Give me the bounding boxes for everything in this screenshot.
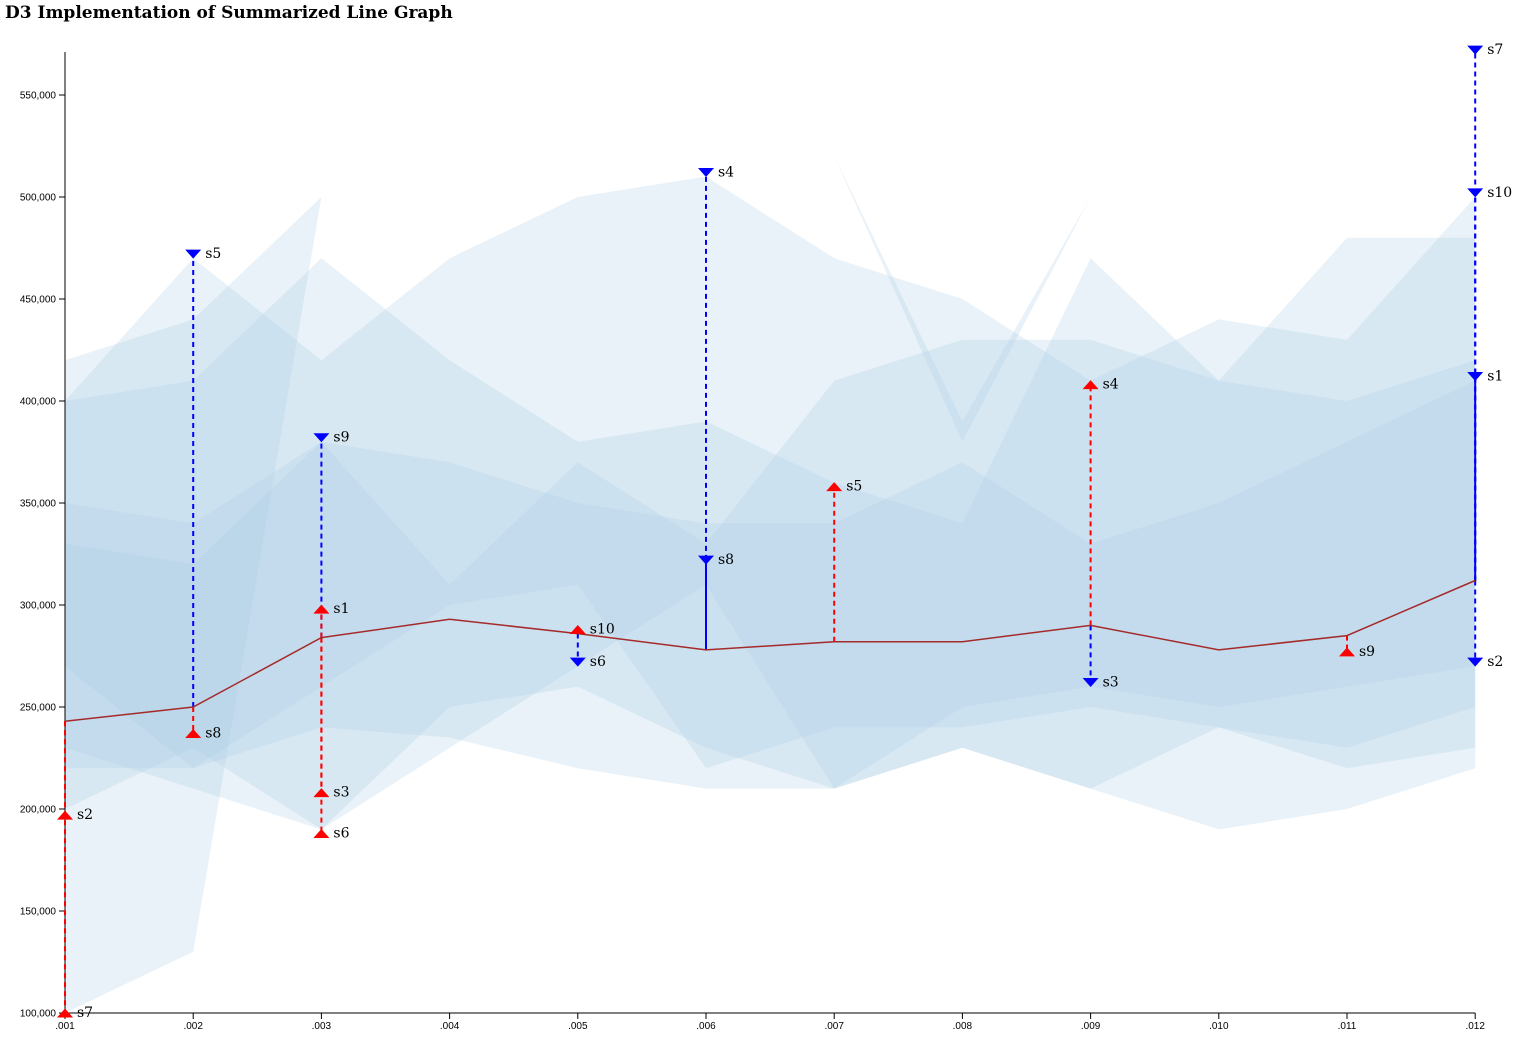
band-5 bbox=[65, 380, 1476, 769]
marker-label: s7 bbox=[1487, 42, 1503, 58]
marker-label: s3 bbox=[1103, 675, 1119, 691]
y-tick-label: 150,000 bbox=[20, 907, 57, 918]
marker-label: s7 bbox=[77, 1005, 93, 1021]
marker-s6 bbox=[569, 657, 586, 667]
band-3 bbox=[65, 237, 1476, 789]
y-tick-label: 450,000 bbox=[20, 295, 57, 306]
page-title: D3 Implementation of Summarized Line Gra… bbox=[5, 3, 453, 23]
marker-label: s6 bbox=[333, 825, 349, 841]
marker-label: s5 bbox=[846, 479, 862, 495]
marker-s8 bbox=[698, 555, 714, 565]
marker-label: s10 bbox=[1487, 185, 1512, 201]
marker-label: s9 bbox=[1359, 644, 1375, 660]
x-tick-label: .003 bbox=[312, 1021, 332, 1032]
marker-s8 bbox=[185, 729, 202, 739]
x-tick-label: .008 bbox=[953, 1021, 973, 1032]
x-tick-label: .009 bbox=[1081, 1021, 1101, 1032]
marker-s10 bbox=[569, 624, 586, 634]
x-tick-label: .001 bbox=[55, 1021, 75, 1032]
marker-label: s9 bbox=[333, 430, 349, 446]
marker-label: s8 bbox=[718, 552, 734, 568]
marker-s5 bbox=[826, 482, 843, 492]
marker-label: s2 bbox=[1487, 654, 1503, 670]
range-bands bbox=[65, 54, 1476, 1013]
x-tick-label: .010 bbox=[1209, 1021, 1229, 1032]
marker-label: s1 bbox=[333, 601, 349, 617]
y-tick-label: 350,000 bbox=[20, 499, 57, 510]
marker-label: s3 bbox=[333, 785, 349, 801]
x-tick-label: .006 bbox=[696, 1021, 716, 1032]
summary-line bbox=[64, 579, 1476, 723]
y-tick-label: 400,000 bbox=[20, 397, 57, 408]
marker-label: s1 bbox=[1487, 369, 1503, 385]
axes: 100,000 150,000 200,000 250,000 300,000 350,0… bbox=[20, 52, 1485, 1032]
y-tick-label: 200,000 bbox=[20, 805, 57, 816]
band-4 bbox=[65, 339, 1476, 830]
marker-stems bbox=[64, 50, 1477, 1013]
markers: s2 s7 s5 s8 s9 s1 s3 s6 s10 s6 s4 s8 s5 s4 s3 s9 s7 s10 s1… bbox=[57, 42, 1512, 1021]
marker-s9 bbox=[313, 433, 330, 443]
marker-s7 bbox=[57, 1008, 73, 1018]
marker-s4 bbox=[1082, 380, 1099, 390]
y-tick-label: 500,000 bbox=[20, 193, 57, 204]
x-tick-label: .002 bbox=[183, 1021, 203, 1032]
y-tick-label: 100,000 bbox=[20, 1009, 57, 1020]
marker-label: s8 bbox=[205, 726, 221, 742]
y-tick-label: 300,000 bbox=[20, 601, 57, 612]
marker-label: s2 bbox=[77, 807, 93, 823]
marker-label: s10 bbox=[590, 621, 615, 637]
marker-s3 bbox=[313, 788, 330, 798]
summary-line-layer bbox=[64, 579, 1476, 723]
marker-label: s4 bbox=[718, 165, 734, 181]
marker-label: s6 bbox=[590, 654, 606, 670]
x-tick-label: .005 bbox=[568, 1021, 588, 1032]
x-tick-label: .012 bbox=[1465, 1021, 1485, 1032]
marker-s2 bbox=[1467, 657, 1484, 667]
marker-s4 bbox=[698, 168, 714, 178]
marker-s3 bbox=[1082, 678, 1099, 688]
marker-s7 bbox=[1467, 45, 1484, 55]
y-tick-label: 250,000 bbox=[20, 703, 57, 714]
marker-label: s5 bbox=[205, 246, 221, 262]
x-tick-label: .011 bbox=[1338, 1021, 1357, 1032]
marker-s1 bbox=[1467, 372, 1484, 382]
x-tick-label: .007 bbox=[824, 1021, 844, 1032]
marker-s10 bbox=[1467, 188, 1484, 198]
x-tick-label: .004 bbox=[440, 1021, 460, 1032]
y-tick-label: 550,000 bbox=[20, 91, 57, 102]
marker-s6 bbox=[313, 828, 330, 838]
marker-s5 bbox=[185, 249, 202, 259]
marker-s1 bbox=[313, 604, 330, 614]
band-2 bbox=[65, 176, 1476, 830]
marker-s2 bbox=[57, 810, 73, 820]
marker-label: s4 bbox=[1103, 377, 1119, 393]
marker-s9 bbox=[1339, 647, 1355, 657]
